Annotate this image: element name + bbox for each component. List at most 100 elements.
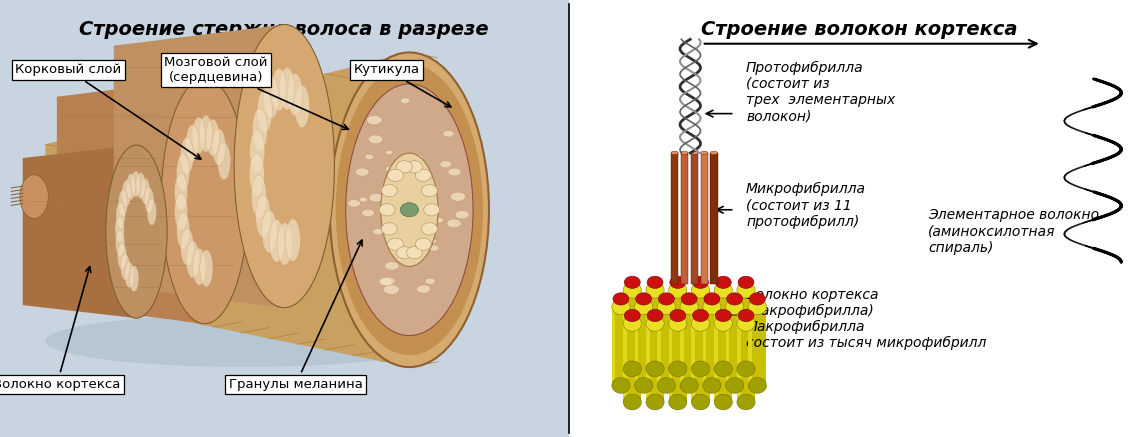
Ellipse shape [421, 217, 432, 224]
Ellipse shape [213, 129, 225, 166]
Bar [623, 290, 627, 369]
Circle shape [670, 276, 685, 288]
Bar [646, 323, 650, 402]
Ellipse shape [381, 184, 397, 197]
Ellipse shape [386, 166, 395, 172]
Bar [669, 323, 686, 402]
Ellipse shape [122, 180, 132, 206]
Circle shape [636, 293, 652, 305]
Bar [680, 307, 698, 385]
Bar [748, 307, 752, 385]
Ellipse shape [386, 150, 392, 155]
Bar [714, 323, 732, 402]
Ellipse shape [381, 153, 438, 267]
Bar [737, 323, 740, 402]
Ellipse shape [105, 145, 167, 318]
Ellipse shape [175, 193, 188, 230]
Ellipse shape [380, 191, 396, 201]
Ellipse shape [116, 230, 125, 256]
Ellipse shape [132, 171, 141, 197]
Bar [748, 307, 766, 385]
Bar [612, 307, 630, 385]
Bar [658, 307, 661, 385]
Ellipse shape [646, 316, 665, 331]
Circle shape [715, 309, 731, 322]
Circle shape [613, 293, 629, 305]
Ellipse shape [397, 161, 412, 173]
Ellipse shape [421, 184, 437, 197]
Ellipse shape [455, 211, 469, 219]
Text: Волокно кортекса
(макрофибрилла)
Макрофибрилла
состоит из тысяч микрофибрилл: Волокно кортекса (макрофибрилла) Макрофи… [746, 288, 986, 350]
Ellipse shape [691, 282, 709, 298]
Ellipse shape [116, 202, 125, 228]
Ellipse shape [192, 117, 206, 154]
Bar [658, 307, 675, 385]
Ellipse shape [394, 246, 402, 250]
Ellipse shape [176, 154, 190, 191]
Circle shape [738, 309, 754, 322]
Ellipse shape [257, 90, 272, 132]
Ellipse shape [181, 138, 193, 174]
Bar [623, 323, 642, 402]
Ellipse shape [399, 260, 408, 265]
Ellipse shape [398, 257, 411, 264]
Circle shape [692, 276, 708, 288]
Ellipse shape [646, 282, 665, 298]
Bar [702, 307, 707, 385]
Ellipse shape [680, 378, 698, 393]
Ellipse shape [384, 262, 399, 270]
Bar [635, 307, 653, 385]
Bar [646, 290, 650, 369]
Ellipse shape [414, 188, 421, 193]
Ellipse shape [389, 181, 403, 188]
Ellipse shape [428, 238, 437, 244]
Bar [681, 153, 688, 284]
Circle shape [648, 276, 664, 288]
Ellipse shape [381, 223, 397, 235]
Ellipse shape [700, 151, 708, 155]
Ellipse shape [691, 361, 709, 377]
Circle shape [625, 276, 641, 288]
Ellipse shape [19, 175, 48, 218]
Ellipse shape [451, 192, 466, 201]
Ellipse shape [185, 125, 199, 162]
Ellipse shape [423, 204, 439, 216]
Bar [737, 290, 755, 369]
Text: Мозговой слой
(сердцевина): Мозговой слой (сердцевина) [165, 56, 348, 129]
Bar [737, 323, 755, 402]
Ellipse shape [176, 212, 190, 249]
Ellipse shape [391, 196, 403, 203]
Ellipse shape [125, 262, 134, 288]
Ellipse shape [249, 130, 264, 173]
Ellipse shape [397, 215, 405, 220]
Circle shape [400, 203, 419, 217]
Ellipse shape [691, 151, 698, 155]
Ellipse shape [669, 316, 686, 331]
Ellipse shape [415, 155, 423, 160]
Ellipse shape [623, 282, 642, 298]
Ellipse shape [46, 315, 444, 367]
Ellipse shape [702, 299, 721, 315]
Ellipse shape [262, 210, 277, 253]
Bar [646, 323, 665, 402]
Ellipse shape [136, 173, 145, 199]
Ellipse shape [646, 361, 665, 377]
Polygon shape [46, 52, 410, 367]
Ellipse shape [370, 194, 383, 202]
Text: Протофибрилла
(состоит из
трех  элементарных
волокон): Протофибрилла (состоит из трех элементар… [746, 60, 896, 123]
Ellipse shape [381, 277, 395, 285]
Ellipse shape [252, 175, 267, 218]
Ellipse shape [406, 246, 422, 259]
Ellipse shape [413, 224, 423, 230]
Ellipse shape [714, 394, 732, 410]
Ellipse shape [367, 115, 382, 125]
Ellipse shape [748, 299, 766, 315]
Polygon shape [113, 24, 284, 308]
Ellipse shape [669, 282, 686, 298]
Ellipse shape [658, 299, 675, 315]
Bar [646, 290, 665, 369]
Ellipse shape [612, 299, 630, 315]
Ellipse shape [396, 211, 408, 218]
Ellipse shape [702, 378, 721, 393]
Circle shape [659, 293, 674, 305]
